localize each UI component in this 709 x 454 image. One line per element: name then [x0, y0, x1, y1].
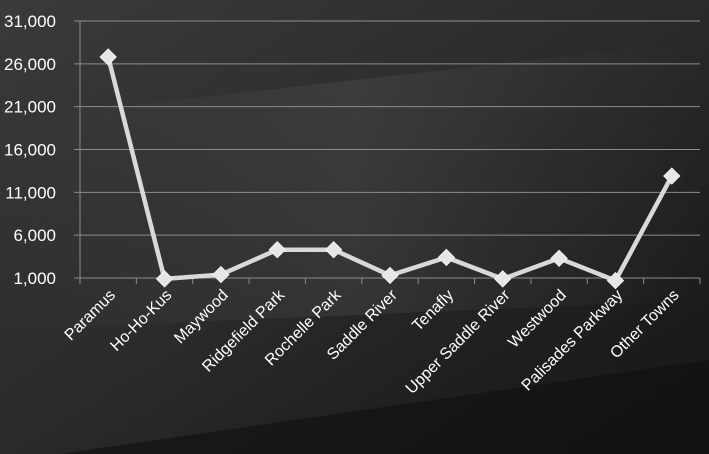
y-tick-label: 31,000 — [4, 12, 56, 31]
y-tick-label: 11,000 — [5, 183, 56, 202]
background-shadow — [60, 360, 709, 454]
y-tick-label: 21,000 — [4, 98, 56, 117]
data-point — [212, 265, 230, 284]
series-markers — [99, 48, 681, 290]
data-point — [437, 248, 456, 267]
data-point — [606, 271, 625, 290]
data-point — [324, 241, 343, 259]
background-sweep — [0, 40, 709, 330]
data-point — [494, 270, 512, 288]
data-point — [550, 249, 568, 268]
y-tick-label: 1,000 — [13, 269, 56, 288]
data-point — [381, 266, 399, 285]
data-point — [99, 48, 117, 66]
y-tick-label: 16,000 — [4, 141, 56, 160]
y-tick-label: 6,000 — [13, 226, 56, 245]
y-tick-label: 26,000 — [4, 55, 56, 74]
y-axis-ticks: 1,000 6,000 11,000 16,000 21,000 26,000 31,000 — [4, 12, 80, 288]
data-point — [663, 167, 681, 185]
data-point — [268, 241, 286, 259]
data-point — [155, 270, 174, 288]
